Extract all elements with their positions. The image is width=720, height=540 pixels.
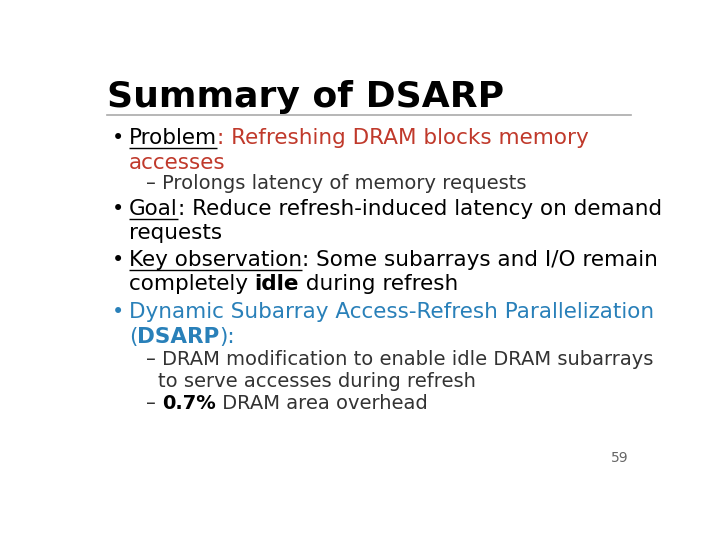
Text: – DRAM modification to enable idle DRAM subarrays: – DRAM modification to enable idle DRAM … [145, 350, 653, 369]
Text: ):: ): [220, 327, 235, 347]
Text: (: ( [129, 327, 137, 347]
Text: 0.7%: 0.7% [162, 394, 216, 413]
Text: •: • [112, 249, 124, 269]
Text: : Reduce refresh-induced latency on demand: : Reduce refresh-induced latency on dema… [178, 199, 662, 219]
Text: •: • [112, 128, 124, 148]
Text: Goal: Goal [129, 199, 178, 219]
Text: DSARP: DSARP [137, 327, 220, 347]
Text: – Prolongs latency of memory requests: – Prolongs latency of memory requests [145, 174, 526, 193]
Text: completely: completely [129, 274, 255, 294]
Text: •: • [112, 199, 124, 219]
Text: –: – [145, 394, 162, 413]
Text: DRAM area overhead: DRAM area overhead [216, 394, 428, 413]
Text: •: • [112, 302, 124, 322]
Text: Key observation: Key observation [129, 249, 302, 269]
Text: : Some subarrays and I/O remain: : Some subarrays and I/O remain [302, 249, 658, 269]
Text: 59: 59 [611, 451, 629, 465]
Text: Summary of DSARP: Summary of DSARP [107, 80, 504, 114]
Text: requests: requests [129, 224, 222, 244]
Text: to serve accesses during refresh: to serve accesses during refresh [158, 372, 476, 391]
Text: idle: idle [255, 274, 299, 294]
Text: accesses: accesses [129, 153, 225, 173]
Text: : Refreshing DRAM blocks memory: : Refreshing DRAM blocks memory [217, 128, 589, 148]
Text: Dynamic Subarray Access-Refresh Parallelization: Dynamic Subarray Access-Refresh Parallel… [129, 302, 654, 322]
Text: during refresh: during refresh [299, 274, 459, 294]
Text: Problem: Problem [129, 128, 217, 148]
